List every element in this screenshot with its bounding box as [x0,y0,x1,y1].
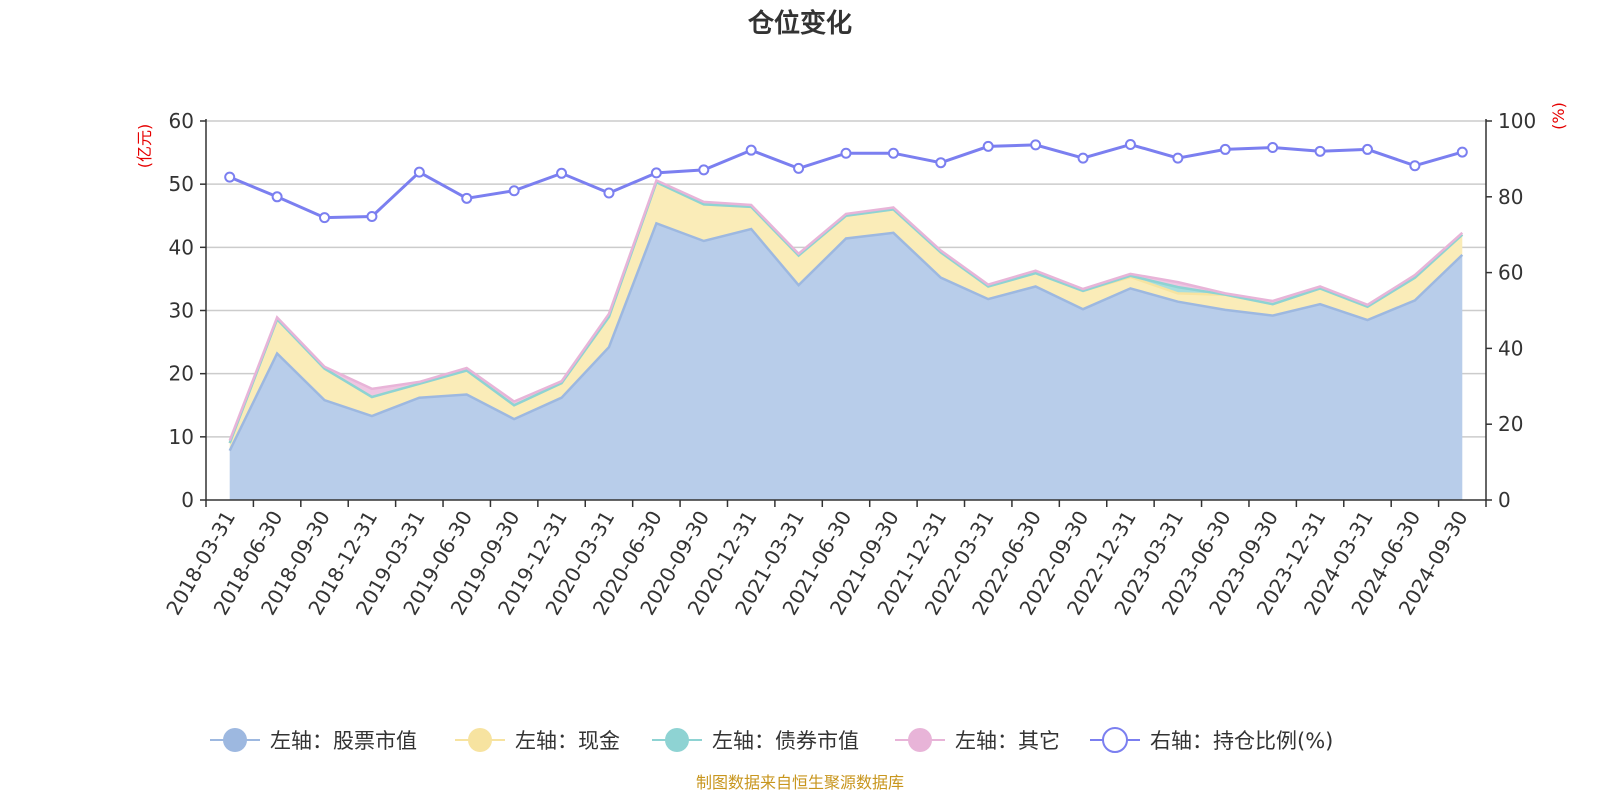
legend-label: 左轴：债券市值 [712,729,859,753]
data-source-note: 制图数据来自恒生聚源数据库 [696,773,904,792]
legend-marker [665,728,689,752]
point-holding-ratio [887,147,899,159]
chart-title: 仓位变化 [747,8,852,39]
left-tick-label: 40 [169,235,194,259]
point-holding-ratio [366,211,378,223]
legend-label: 左轴：现金 [515,729,620,753]
point-holding-ratio [1361,143,1373,155]
legend-marker [468,728,492,752]
legend-label: 右轴：持仓比例(%) [1150,729,1333,753]
left-axis-unit: (亿元) [135,124,154,169]
area-左轴：现金 [229,182,1463,451]
legend: 左轴：股票市值 左轴：现金 左轴：债券市值 左轴：其它 右轴：持仓比例(%) [210,727,1333,753]
point-holding-ratio [1456,146,1468,158]
point-holding-ratio [698,164,710,176]
line-左轴：债券市值 [228,180,1464,444]
right-tick-label: 60 [1498,261,1523,285]
point-holding-ratio [793,162,805,174]
point-holding-ratio [224,171,236,183]
left-tick-label: 30 [169,299,194,323]
point-holding-ratio [461,192,473,204]
point-holding-ratio [982,140,994,152]
series-lines [224,138,1468,224]
point-holding-ratio [1124,138,1136,150]
legend-item: 左轴：其它 [895,728,1060,753]
right-tick-label: 100 [1498,109,1536,133]
point-holding-ratio [840,147,852,159]
left-tick-label: 60 [169,109,194,133]
right-tick-label: 20 [1498,412,1523,436]
legend-marker [908,728,932,752]
right-tick-label: 0 [1498,488,1511,512]
point-holding-ratio [935,157,947,169]
right-tick-label: 80 [1498,185,1523,209]
point-holding-ratio [1077,152,1089,164]
legend-marker [223,728,247,752]
line-左轴：其它 [228,178,1464,442]
right-axis-unit: (%) [1549,102,1568,130]
point-holding-ratio [556,167,568,179]
point-holding-ratio [1219,143,1231,155]
legend-marker [1102,727,1128,753]
point-holding-ratio [1267,142,1279,154]
point-holding-ratio [745,144,757,156]
legend-item: 右轴：持仓比例(%) [1090,727,1333,753]
left-tick-label: 0 [181,488,194,512]
point-holding-ratio [271,191,283,203]
legend-label: 左轴：其它 [955,729,1060,753]
stacked-areas [228,178,1464,501]
area-左轴：股票市值 [229,223,1463,501]
point-holding-ratio [319,212,331,224]
legend-item: 左轴：现金 [455,728,620,753]
legend-item: 左轴：股票市值 [210,728,417,753]
left-tick-label: 10 [169,425,194,449]
point-holding-ratio [1030,139,1042,151]
point-holding-ratio [413,166,425,178]
point-holding-ratio [1314,145,1326,157]
legend-item: 左轴：债券市值 [652,728,859,753]
left-tick-label: 50 [169,172,194,196]
point-holding-ratio [603,187,615,199]
right-tick-label: 40 [1498,336,1523,360]
line-左轴：股票市值 [228,221,1464,452]
legend-label: 左轴：股票市值 [270,729,417,753]
point-holding-ratio [1172,152,1184,164]
point-holding-ratio [508,185,520,197]
point-holding-ratio [650,167,662,179]
left-tick-label: 20 [169,362,194,386]
point-holding-ratio [1409,160,1421,172]
